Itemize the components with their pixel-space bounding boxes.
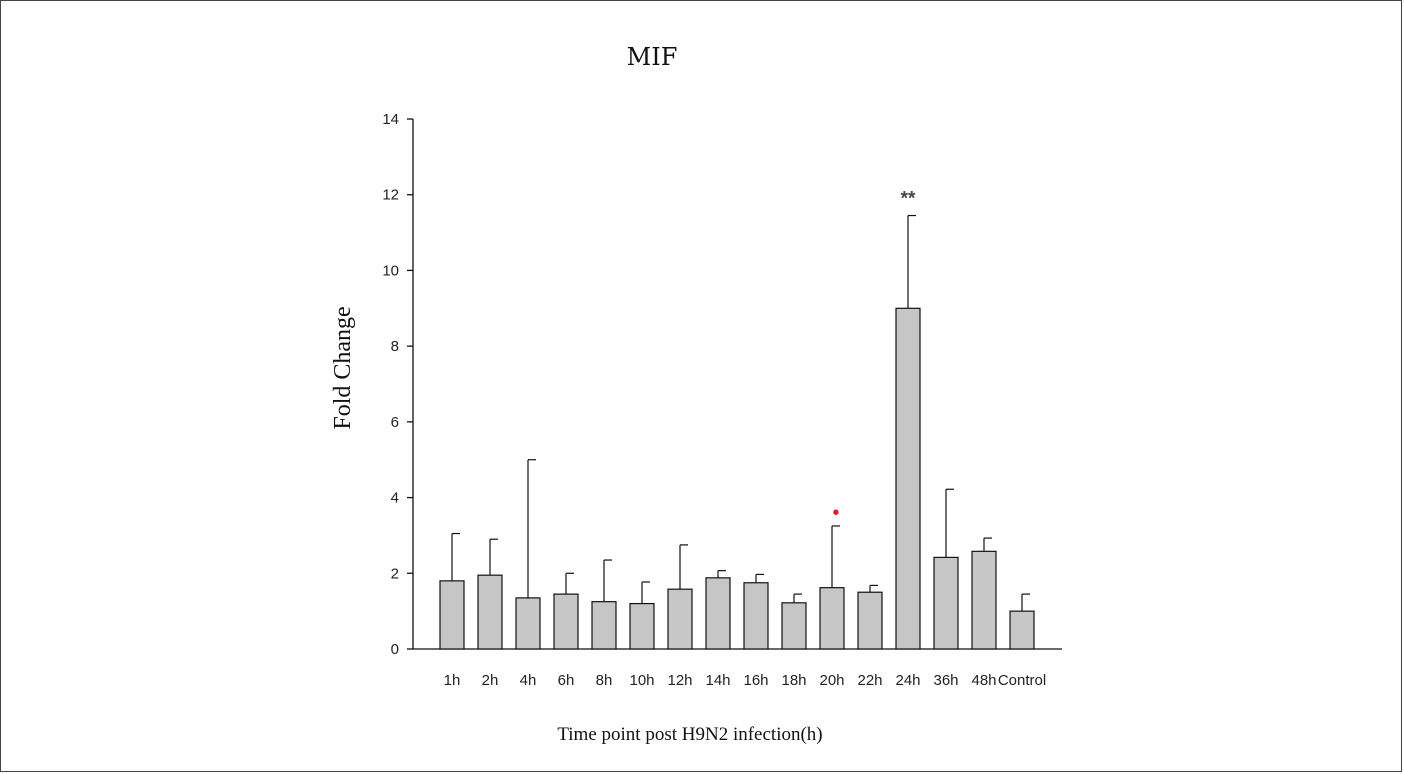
y-tick-label: 8 <box>391 338 399 355</box>
bars <box>439 214 1035 650</box>
y-tick-label: 14 <box>382 111 399 128</box>
bar <box>667 588 693 650</box>
y-tick-label: 10 <box>382 262 399 279</box>
chart-title: MIF <box>627 43 678 71</box>
x-axis-label: Time point post H9N2 infection(h) <box>557 724 822 745</box>
tick-labels: 0 2 4 6 8 10 12 14 1h 2h 4h 6h 8h 10h 12h 14h 16h 18h 20h 2… <box>382 111 1046 689</box>
x-tick-label: 6h <box>558 672 575 689</box>
bar <box>971 550 997 650</box>
significance-marker: ** <box>901 189 916 210</box>
bar <box>477 574 503 650</box>
x-tick-label: 36h <box>933 672 958 689</box>
axes <box>407 118 1062 650</box>
x-tick-label: 14h <box>705 672 730 689</box>
x-tick-label: 16h <box>743 672 768 689</box>
bar <box>743 582 769 650</box>
y-axis-label: Fold Change <box>330 306 356 429</box>
y-tick-label: 2 <box>391 565 399 582</box>
x-tick-label: 20h <box>819 672 844 689</box>
x-tick-label: 24h <box>895 672 920 689</box>
bar <box>515 597 541 650</box>
bar <box>591 601 617 650</box>
x-tick-label: 22h <box>857 672 882 689</box>
y-tick-label: 0 <box>391 641 399 658</box>
x-tick-label: Control <box>998 672 1046 689</box>
bar <box>857 591 883 650</box>
x-tick-label: 1h <box>444 672 461 689</box>
x-tick-label: 4h <box>520 672 537 689</box>
y-tick-label: 12 <box>382 187 399 204</box>
bar <box>895 307 921 650</box>
bar <box>629 602 655 650</box>
bar <box>439 580 465 650</box>
bar <box>553 593 579 650</box>
significance-marker: • <box>833 503 840 524</box>
bar <box>781 602 807 650</box>
x-tick-label: 2h <box>482 672 499 689</box>
bar <box>1009 610 1035 650</box>
bar <box>819 587 845 650</box>
x-tick-label: 48h <box>971 672 996 689</box>
x-tick-label: 8h <box>596 672 613 689</box>
x-tick-label: 18h <box>781 672 806 689</box>
y-tick-label: 4 <box>391 490 399 507</box>
x-tick-label: 12h <box>667 672 692 689</box>
bar <box>705 577 731 650</box>
x-tick-label: 10h <box>629 672 654 689</box>
bar <box>933 556 959 650</box>
y-tick-label: 6 <box>391 414 399 431</box>
